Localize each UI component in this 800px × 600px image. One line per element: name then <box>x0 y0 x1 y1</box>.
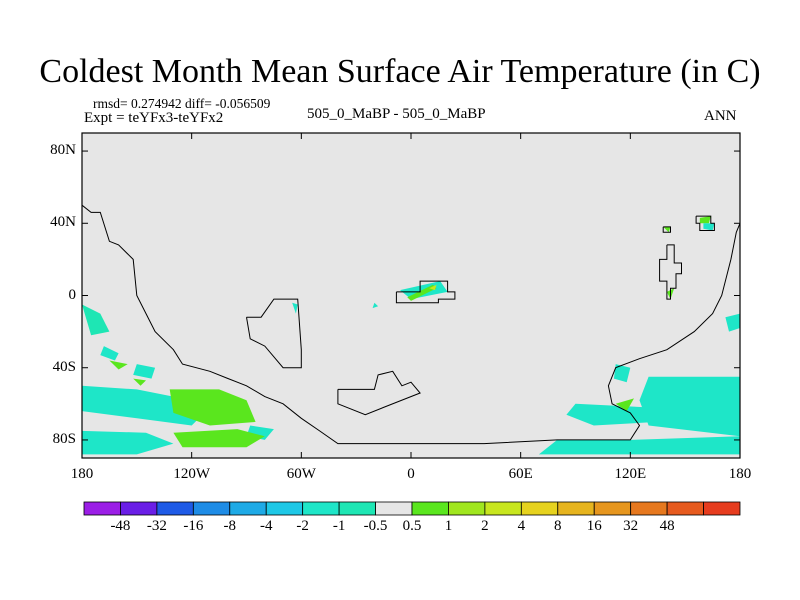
colorbar-swatch-12 <box>520 501 559 516</box>
y-tick-label: 0 <box>68 286 77 303</box>
y-tick-label: 40N <box>50 214 76 231</box>
colorbar-swatch-2 <box>156 501 194 516</box>
map-layer <box>81 132 741 459</box>
colorbar-label: -48 <box>110 518 131 534</box>
anomaly-region-8 <box>173 429 265 448</box>
colorbar-swatch-17 <box>703 501 741 516</box>
anomaly-region-2 <box>82 304 110 336</box>
anomaly-region-0 <box>82 385 210 426</box>
coastline-island-equatorial <box>395 280 456 304</box>
colorbar-swatch-4 <box>229 501 267 516</box>
colorbar-swatch-14 <box>593 501 632 516</box>
colorbar-swatch-9 <box>411 501 449 516</box>
colorbar-label: 1 <box>444 518 453 534</box>
colorbar-label: 0.5 <box>402 518 422 534</box>
colorbar-swatch-8 <box>375 501 413 516</box>
anomaly-region-10 <box>109 360 128 370</box>
colorbar-swatch-1 <box>120 501 158 516</box>
coastline-island-chain <box>659 244 682 300</box>
season-label: ANN <box>704 108 737 124</box>
anomaly-region-20 <box>699 216 711 224</box>
x-tick-label: 60E <box>508 466 533 482</box>
colorbar-label: 16 <box>586 518 602 534</box>
anomaly-region-25 <box>372 302 379 309</box>
colorbar-swatch-5 <box>265 501 304 516</box>
colorbar-swatch-11 <box>484 501 522 516</box>
anomaly-region-24 <box>292 302 298 314</box>
colorbar <box>83 501 741 516</box>
anomaly-region-23 <box>725 313 740 332</box>
colorbar-label: 32 <box>623 518 639 534</box>
colorbar-swatch-13 <box>557 501 595 516</box>
anomaly-region-22 <box>663 226 671 233</box>
anomaly-region-1 <box>82 430 174 455</box>
stats-text: rmsd= 0.274942 diff= -0.056509 <box>93 96 271 111</box>
x-tick-label: 180 <box>70 466 94 482</box>
x-tick-label: 180 <box>728 466 752 482</box>
anomaly-region-7 <box>169 389 256 426</box>
anomaly-region-15 <box>613 364 631 383</box>
colorbar-label: 4 <box>517 518 526 534</box>
coastline-continent-b <box>337 370 421 416</box>
y-tick-label: 40S <box>52 358 76 375</box>
colorbar-label: -2 <box>296 518 309 534</box>
colorbar-swatch-6 <box>302 501 340 516</box>
colorbar-swatch-15 <box>630 501 668 516</box>
anomaly-region-17 <box>407 284 437 301</box>
case-label: 505_0_MaBP - 505_0_MaBP <box>307 106 486 122</box>
x-tick-label: 120W <box>173 466 210 482</box>
anomaly-region-13 <box>538 436 740 455</box>
colorbar-label: -8 <box>223 518 237 534</box>
colorbar-swatch-7 <box>338 501 376 516</box>
anomaly-region-21 <box>703 223 715 231</box>
colorbar-swatch-3 <box>192 501 231 516</box>
x-tick-label: 120E <box>614 466 647 482</box>
x-tick-label: 60W <box>286 466 316 482</box>
coastline-continent-a <box>246 298 302 369</box>
experiment-label: Expt = teYFx3-teYFx2 <box>84 110 224 126</box>
colorbar-swatch-0 <box>83 501 121 516</box>
colorbar-label: 8 <box>554 518 562 534</box>
colorbar-label: -4 <box>259 518 273 534</box>
colorbar-label: -32 <box>146 518 167 534</box>
colorbar-label: 2 <box>481 518 489 534</box>
coastline-island-ne <box>695 215 715 231</box>
colorbar-label: -1 <box>332 518 346 534</box>
colorbar-label: -0.5 <box>363 518 388 534</box>
anomaly-region-3 <box>100 346 119 361</box>
anomaly-region-14 <box>615 398 634 412</box>
x-tick-label: 0 <box>407 466 415 482</box>
colorbar-label: -16 <box>183 518 204 534</box>
anomaly-region-12 <box>639 376 740 437</box>
anomaly-region-18 <box>429 284 437 291</box>
chart-title: Coldest Month Mean Surface Air Temperatu… <box>39 53 761 90</box>
y-tick-label: 80S <box>52 430 76 447</box>
coastline-west-margin <box>81 204 741 445</box>
coastline-island-small <box>662 226 671 233</box>
anomaly-region-9 <box>133 378 146 386</box>
anomaly-region-4 <box>133 364 156 379</box>
colorbar-swatch-10 <box>448 501 486 516</box>
y-tick-label: 80N <box>50 142 76 159</box>
colorbar-swatch-16 <box>666 501 704 516</box>
colorbar-label: 48 <box>659 518 675 534</box>
